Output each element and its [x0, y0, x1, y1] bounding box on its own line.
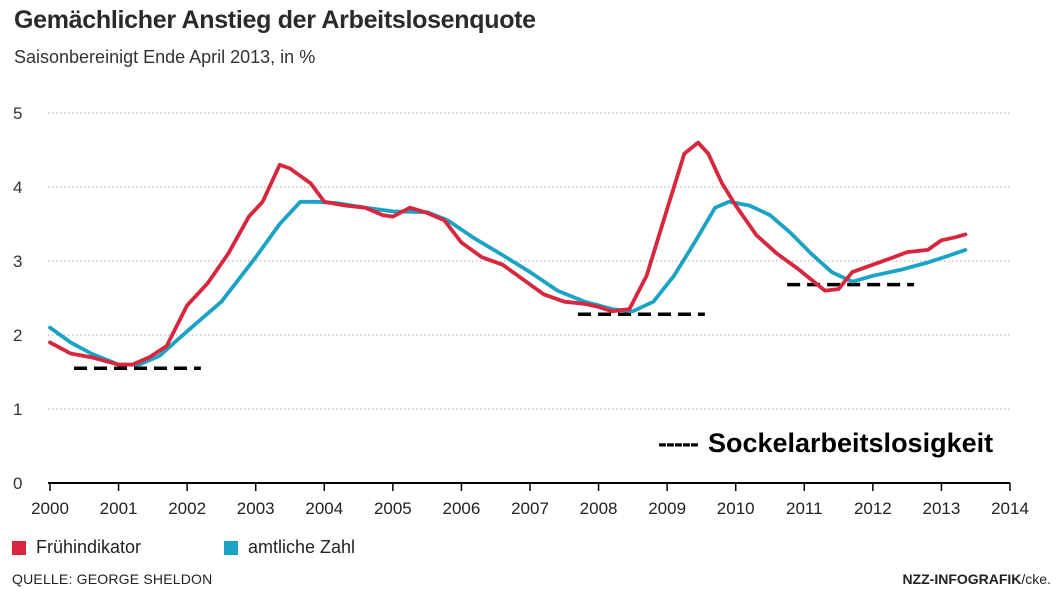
chart-subtitle: Saisonbereinigt Ende April 2013, in %: [14, 47, 316, 67]
x-tick-label-2001: 2001: [100, 499, 138, 518]
series-line-amtlich: [48, 199, 968, 367]
grid-lines: [48, 112, 1010, 484]
x-tick-label-2005: 2005: [374, 499, 412, 518]
y-tick-label-2: 2: [13, 326, 22, 345]
x-tick-labels: 2000 2001 2002 2003 2004 2005 2006 2007 2008 2009…: [31, 483, 1029, 518]
annotation-dash-symbol: -----: [658, 428, 699, 458]
legend-item-fruehindikator: Frühindikator: [12, 537, 141, 558]
x-tick-label-2014: 2014: [991, 499, 1029, 518]
x-tick-label-2008: 2008: [580, 499, 618, 518]
y-tick-label-0: 0: [13, 474, 22, 493]
x-tick-label-2006: 2006: [443, 499, 481, 518]
x-tick-label-2010: 2010: [717, 499, 755, 518]
x-tick-label-2003: 2003: [237, 499, 275, 518]
sockel-annotation: ----- Sockelarbeitslosigkeit: [658, 428, 993, 459]
credit-note: NZZ-INFOGRAFIK/cke.: [902, 571, 1051, 587]
x-tick-label-2013: 2013: [923, 499, 961, 518]
x-tick-label-2000: 2000: [31, 499, 69, 518]
annotation-label: Sockelarbeitslosigkeit: [707, 428, 994, 458]
source-note: QUELLE: GEORGE SHELDON: [12, 571, 213, 587]
x-tick-label-2009: 2009: [648, 499, 686, 518]
y-tick-label-4: 4: [13, 178, 22, 197]
x-tick-label-2011: 2011: [786, 499, 823, 518]
y-tick-label-1: 1: [13, 400, 22, 419]
series-line-fruehindikator: [48, 140, 968, 367]
chart-title: Gemächlicher Anstieg der Arbeitslosenquo…: [14, 6, 536, 34]
credit-label: NZZ-INFOGRAFIK: [902, 571, 1022, 587]
y-tick-label-5: 5: [13, 104, 22, 123]
y-tick-label-3: 3: [13, 252, 22, 271]
x-tick-label-2007: 2007: [511, 499, 549, 518]
legend-label-fruehindikator: Frühindikator: [36, 537, 142, 557]
credit-suffix: /cke.: [1021, 571, 1051, 587]
series-lines: [48, 140, 968, 367]
x-tick-label-2004: 2004: [305, 499, 343, 518]
x-tick-label-2012: 2012: [854, 499, 892, 518]
y-tick-labels: 0 1 2 3 4 5: [13, 104, 22, 493]
reference-lines: [74, 282, 914, 371]
legend-item-amtlich: amtliche Zahl: [224, 537, 355, 558]
legend-swatch-amtlich: [224, 540, 238, 555]
legend-swatch-fruehindikator: [12, 540, 26, 555]
x-tick-label-2002: 2002: [168, 499, 206, 518]
legend-label-amtlich: amtliche Zahl: [248, 537, 356, 557]
